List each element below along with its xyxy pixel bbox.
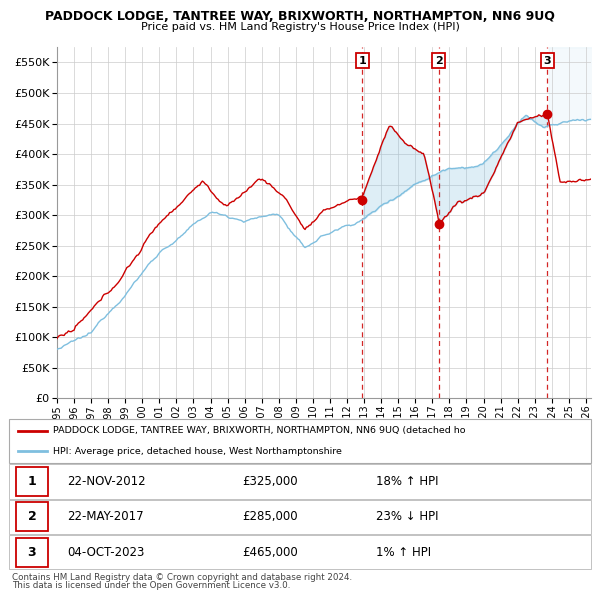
FancyBboxPatch shape [16,467,48,496]
Text: 2: 2 [435,55,443,65]
FancyBboxPatch shape [16,503,48,531]
Text: 1% ↑ HPI: 1% ↑ HPI [376,546,431,559]
Text: 1: 1 [359,55,366,65]
Text: 3: 3 [28,546,37,559]
FancyBboxPatch shape [9,419,591,463]
Text: 3: 3 [544,55,551,65]
Text: 18% ↑ HPI: 18% ↑ HPI [376,475,438,488]
Text: 04-OCT-2023: 04-OCT-2023 [67,546,145,559]
Text: Contains HM Land Registry data © Crown copyright and database right 2024.: Contains HM Land Registry data © Crown c… [12,572,352,582]
Text: PADDOCK LODGE, TANTREE WAY, BRIXWORTH, NORTHAMPTON, NN6 9UQ (detached ho: PADDOCK LODGE, TANTREE WAY, BRIXWORTH, N… [53,427,465,435]
FancyBboxPatch shape [9,535,591,569]
Text: £325,000: £325,000 [242,475,298,488]
Text: 23% ↓ HPI: 23% ↓ HPI [376,510,438,523]
FancyBboxPatch shape [9,464,591,499]
FancyBboxPatch shape [9,500,591,534]
FancyBboxPatch shape [16,538,48,566]
Text: £465,000: £465,000 [242,546,298,559]
Text: HPI: Average price, detached house, West Northamptonshire: HPI: Average price, detached house, West… [53,447,341,455]
Text: 22-MAY-2017: 22-MAY-2017 [67,510,144,523]
Text: 2: 2 [28,510,37,523]
Text: PADDOCK LODGE, TANTREE WAY, BRIXWORTH, NORTHAMPTON, NN6 9UQ: PADDOCK LODGE, TANTREE WAY, BRIXWORTH, N… [45,10,555,23]
Text: Price paid vs. HM Land Registry's House Price Index (HPI): Price paid vs. HM Land Registry's House … [140,22,460,32]
Text: 1: 1 [28,475,37,488]
Text: This data is licensed under the Open Government Licence v3.0.: This data is licensed under the Open Gov… [12,581,290,590]
Text: £285,000: £285,000 [242,510,298,523]
Text: 22-NOV-2012: 22-NOV-2012 [67,475,146,488]
